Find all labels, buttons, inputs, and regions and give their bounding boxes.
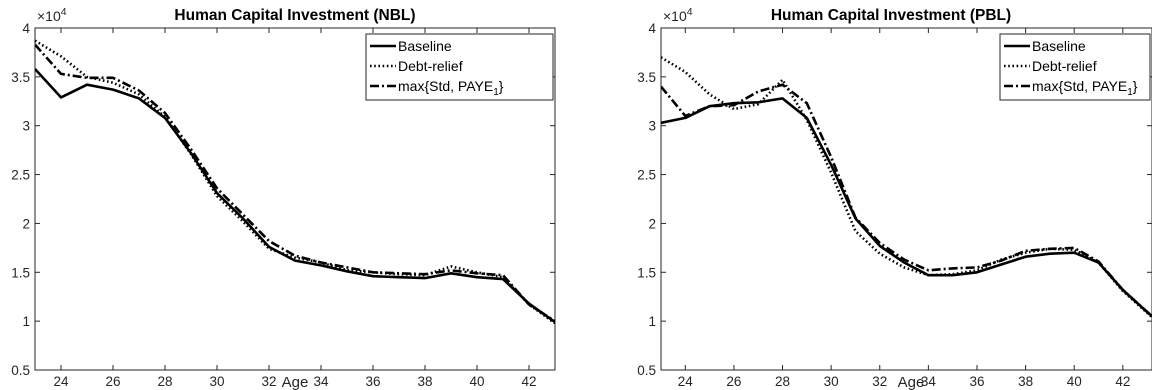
y-tick-label: 0.5: [637, 363, 656, 378]
x-tick-label: 36: [365, 374, 380, 389]
series-line-solid: [661, 97, 1152, 318]
y-axis-multiplier: ×104: [663, 6, 693, 24]
y-tick-label: 1: [648, 314, 656, 329]
y-tick-label: 4: [22, 21, 30, 36]
x-tick-label: 34: [921, 374, 937, 389]
chart-pbl: Human Capital Investment (PBL) ×104 0.5 1 1.…: [637, 6, 1152, 390]
legend-entry-label: Debt-relief: [398, 58, 463, 74]
chart-panel-nbl: Human Capital Investment (NBL) ×104 0.5 1 1.…: [11, 6, 556, 390]
plot-area-frame: [34, 27, 556, 371]
y-tick-label: 2.5: [637, 168, 656, 183]
legend-entry-label: max{Std, PAYE1}: [1032, 78, 1138, 98]
x-tick-label: 34: [313, 374, 329, 389]
legend-entry-label: max{Std, PAYE1}: [398, 78, 504, 98]
x-tick-label: 42: [1115, 374, 1130, 389]
series-line-dotted: [35, 39, 555, 325]
y-tick-label: 3.5: [637, 70, 656, 85]
x-tick-label: 36: [969, 374, 984, 389]
series-line-solid: [35, 68, 555, 324]
legend-entry-label: Baseline: [1032, 38, 1086, 54]
x-tick-label: 26: [726, 374, 741, 389]
x-tick-label: 28: [157, 374, 172, 389]
series-line-dotted: [661, 56, 1152, 319]
legend-entry-label: Debt-relief: [1032, 58, 1097, 74]
chart-title: Human Capital Investment (PBL): [771, 7, 1011, 24]
y-tick-label: 2: [22, 216, 30, 231]
y-tick-label: 2.5: [11, 168, 30, 183]
x-tick-label: 38: [417, 374, 432, 389]
y-tick-label: 3.5: [11, 70, 30, 85]
y-tick-label: 0.5: [11, 363, 30, 378]
chart-title: Human Capital Investment (NBL): [174, 7, 415, 24]
plot-area-frame: [660, 27, 1152, 371]
x-tick-label: 38: [1018, 374, 1033, 389]
y-tick-label: 3: [22, 119, 30, 134]
y-tick-label: 1: [22, 314, 30, 329]
y-tick-label: 4: [648, 21, 656, 36]
x-tick-label: 40: [1067, 374, 1082, 389]
x-tick-label: 42: [521, 374, 536, 389]
chart-nbl: Human Capital Investment (NBL) ×104 0.5 1 1.…: [11, 6, 556, 390]
x-axis-label: Age: [282, 374, 309, 390]
x-tick-label: 28: [775, 374, 790, 389]
chart-panel-pbl: Human Capital Investment (PBL) ×104 0.5 1 1.…: [576, 0, 1152, 390]
y-tick-label: 3: [648, 119, 656, 134]
y-axis-multiplier: ×104: [37, 6, 67, 24]
legend-entry-label: Baseline: [398, 38, 452, 54]
x-tick-label: 32: [872, 374, 887, 389]
x-tick-label: 24: [53, 374, 69, 389]
y-tick-label: 2: [648, 216, 656, 231]
x-tick-label: 24: [678, 374, 694, 389]
x-tick-label: 30: [209, 374, 224, 389]
y-tick-label: 1.5: [637, 265, 656, 280]
series-line-dashdot: [661, 83, 1152, 318]
legend-box: [365, 33, 554, 101]
x-tick-label: 26: [105, 374, 120, 389]
y-tick-label: 1.5: [11, 265, 30, 280]
x-tick-label: 30: [824, 374, 839, 389]
x-tick-label: 32: [261, 374, 276, 389]
x-axis-label: Age: [898, 374, 925, 390]
x-tick-label: 40: [469, 374, 484, 389]
